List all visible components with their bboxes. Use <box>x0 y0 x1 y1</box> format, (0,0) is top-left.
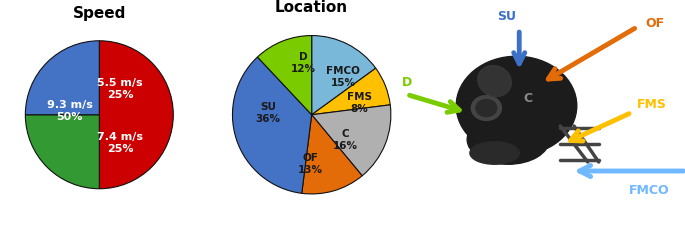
Circle shape <box>476 99 497 117</box>
Wedge shape <box>258 36 312 115</box>
Wedge shape <box>25 115 99 189</box>
Text: 9.3 m/s
50%: 9.3 m/s 50% <box>47 100 92 122</box>
Wedge shape <box>25 41 99 115</box>
Text: FMCO
15%: FMCO 15% <box>327 66 360 88</box>
Wedge shape <box>232 57 312 193</box>
Text: D: D <box>401 76 412 88</box>
Text: FMS
8%: FMS 8% <box>347 92 372 114</box>
Text: D
12%: D 12% <box>291 52 316 74</box>
Wedge shape <box>312 36 376 115</box>
Circle shape <box>471 96 501 120</box>
Text: 5.5 m/s
25%: 5.5 m/s 25% <box>97 78 143 100</box>
Text: 7.4 m/s
25%: 7.4 m/s 25% <box>97 132 143 154</box>
Wedge shape <box>99 41 173 189</box>
Text: FMS: FMS <box>637 98 667 111</box>
Wedge shape <box>312 68 390 115</box>
Title: Speed: Speed <box>73 6 126 21</box>
Wedge shape <box>302 115 362 194</box>
Text: OF: OF <box>645 17 664 30</box>
Text: SU: SU <box>497 10 516 23</box>
Text: C
16%: C 16% <box>332 129 358 151</box>
Text: SU
36%: SU 36% <box>256 102 281 124</box>
Text: FMCO: FMCO <box>629 184 669 196</box>
Text: OF
13%: OF 13% <box>297 153 323 175</box>
Ellipse shape <box>470 142 519 164</box>
Ellipse shape <box>456 56 577 155</box>
Ellipse shape <box>477 65 512 97</box>
Wedge shape <box>312 105 391 176</box>
Ellipse shape <box>467 115 549 164</box>
Title: Location: Location <box>275 0 348 15</box>
Text: C: C <box>523 92 532 106</box>
